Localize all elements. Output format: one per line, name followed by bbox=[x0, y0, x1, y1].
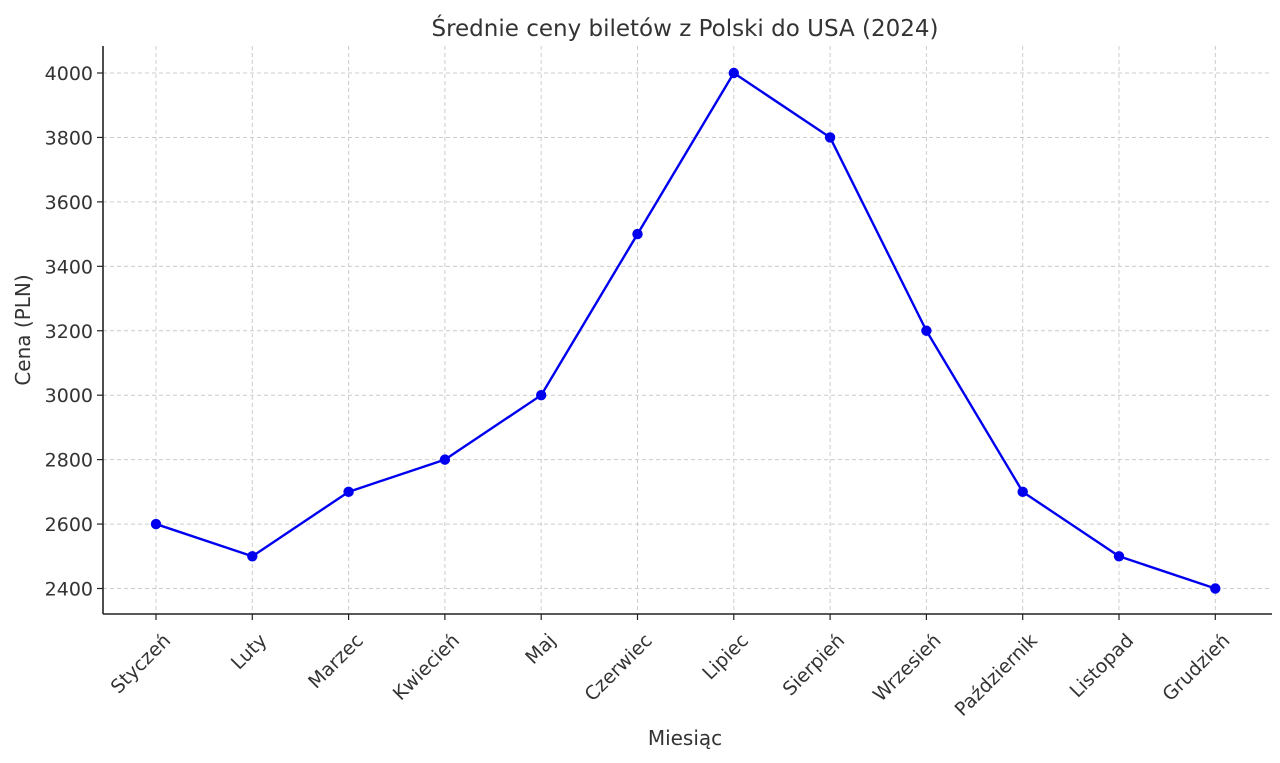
x-tick-label: Czerwiec bbox=[580, 630, 656, 706]
y-tick-label: 3800 bbox=[45, 127, 93, 149]
y-tick-label: 2600 bbox=[45, 514, 93, 536]
y-axis-ticks: 2400 2600 2800 3000 3200 3400 3600 3800 4000 bbox=[45, 63, 103, 601]
data-point bbox=[1210, 583, 1221, 594]
y-gridlines bbox=[103, 72, 1272, 589]
x-axis-ticks: Styczeń Luty Marzec Kwiecień Maj Czerwiec Lipi… bbox=[107, 614, 1234, 721]
y-tick-label: 4000 bbox=[45, 63, 93, 85]
y-tick-label: 3600 bbox=[45, 192, 93, 214]
x-tick-label: Marzec bbox=[304, 630, 368, 694]
data-point bbox=[150, 518, 162, 530]
x-tick-label: Listopad bbox=[1066, 630, 1139, 703]
x-axis-label: Miesiąc bbox=[648, 726, 722, 750]
y-tick-label: 3000 bbox=[45, 385, 93, 407]
y-axis-label: Cena (PLN) bbox=[11, 274, 35, 385]
data-point bbox=[921, 325, 932, 336]
x-tick-label: Lipiec bbox=[698, 630, 753, 685]
data-point bbox=[1113, 551, 1125, 562]
data-point bbox=[1017, 486, 1028, 498]
x-tick-label: Styczeń bbox=[107, 630, 176, 699]
x-gridlines bbox=[155, 46, 1216, 614]
data-point bbox=[728, 67, 739, 79]
data-point bbox=[343, 486, 354, 498]
x-tick-label: Wrzesień bbox=[869, 630, 946, 707]
x-tick-label: Październik bbox=[951, 630, 1042, 721]
x-tick-label: Sierpień bbox=[779, 630, 850, 701]
data-point bbox=[247, 551, 258, 562]
data-point bbox=[439, 454, 451, 465]
y-tick-label: 3200 bbox=[45, 321, 93, 343]
data-point bbox=[824, 132, 836, 143]
x-tick-label: Kwiecień bbox=[389, 630, 464, 705]
y-tick-label: 2400 bbox=[45, 579, 93, 601]
data-point bbox=[632, 228, 643, 240]
series-group bbox=[150, 67, 1221, 594]
chart-title: Średnie ceny biletów z Polski do USA (20… bbox=[431, 14, 938, 42]
x-tick-label: Maj bbox=[521, 630, 560, 669]
data-point bbox=[536, 389, 547, 401]
series-line bbox=[155, 71, 1216, 590]
x-tick-label: Luty bbox=[227, 630, 272, 675]
x-tick-label: Grudzień bbox=[1158, 630, 1234, 706]
y-tick-label: 3400 bbox=[45, 256, 93, 278]
y-tick-label: 2800 bbox=[45, 450, 93, 472]
